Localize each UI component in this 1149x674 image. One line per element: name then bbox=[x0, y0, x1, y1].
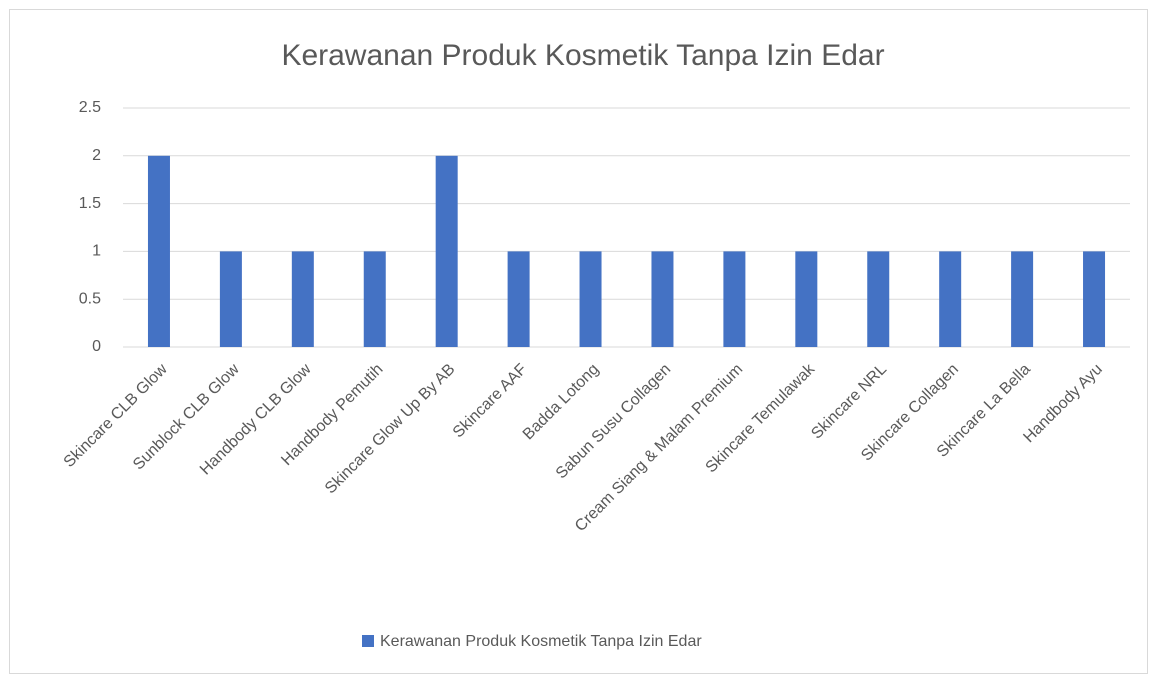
legend-swatch bbox=[362, 635, 374, 647]
chart-border bbox=[9, 9, 1148, 674]
bar bbox=[1083, 251, 1106, 347]
y-tick-label: 0.5 bbox=[79, 290, 101, 307]
y-tick-label: 1 bbox=[92, 243, 101, 260]
bar bbox=[867, 251, 890, 347]
bar bbox=[939, 251, 962, 347]
y-tick-label: 1.5 bbox=[79, 195, 101, 212]
bar bbox=[507, 251, 530, 347]
y-tick-label: 2.5 bbox=[79, 99, 101, 116]
bar bbox=[291, 251, 314, 347]
bar bbox=[651, 251, 674, 347]
bar bbox=[579, 251, 602, 347]
chart-title: Kerawanan Produk Kosmetik Tanpa Izin Eda… bbox=[281, 39, 884, 72]
bar bbox=[723, 251, 746, 347]
bar bbox=[363, 251, 386, 347]
bar bbox=[435, 155, 458, 347]
bar bbox=[1011, 251, 1034, 347]
bar bbox=[795, 251, 818, 347]
bar bbox=[219, 251, 242, 347]
y-tick-label: 0 bbox=[92, 338, 101, 355]
bar bbox=[147, 155, 170, 347]
y-tick-label: 2 bbox=[92, 147, 101, 164]
legend-label: Kerawanan Produk Kosmetik Tanpa Izin Eda… bbox=[380, 633, 702, 650]
